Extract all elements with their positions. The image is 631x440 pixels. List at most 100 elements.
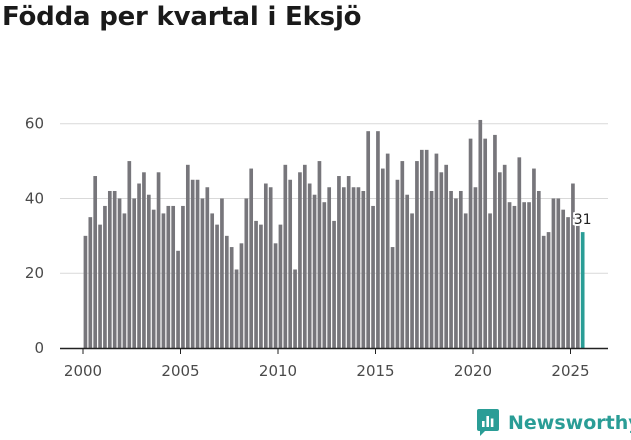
bar: [117, 198, 122, 348]
bar: [522, 202, 527, 348]
bar: [380, 168, 385, 348]
x-tick-label: 2005: [161, 362, 199, 380]
bar: [171, 205, 176, 348]
bar: [366, 131, 371, 348]
bar: [185, 164, 190, 348]
bar: [405, 194, 410, 348]
bar: [200, 198, 205, 348]
bar: [551, 198, 556, 348]
bar: [142, 172, 146, 348]
bar: [278, 224, 283, 348]
bar: [371, 205, 375, 348]
bar: [512, 205, 517, 348]
bar: [156, 172, 161, 348]
bar: [400, 161, 405, 348]
bar: [283, 164, 288, 348]
x-tick-label: 2020: [454, 362, 492, 380]
chart-title: Födda per kvartal i Eksjö: [2, 2, 362, 32]
bar: [351, 187, 356, 348]
bar: [361, 190, 366, 348]
bar: [536, 190, 541, 348]
bar: [146, 194, 151, 348]
bar: [98, 224, 102, 348]
bar: [249, 168, 254, 348]
bar: [254, 220, 258, 348]
bar: [288, 179, 293, 348]
bar: [546, 232, 551, 348]
bar: [317, 161, 322, 348]
bar: [454, 198, 458, 348]
bar: [93, 176, 98, 348]
bar: [298, 172, 302, 348]
bar: [434, 153, 439, 348]
bar: [390, 247, 395, 348]
bar: [195, 179, 200, 348]
brand-name: Newsworthy: [508, 412, 631, 434]
bar: [473, 187, 478, 348]
bar: [302, 164, 307, 348]
data-label: 31: [574, 212, 592, 228]
brand-logo[interactable]: Newsworthy: [476, 406, 631, 440]
bar: [239, 243, 244, 348]
bar: [176, 250, 180, 348]
y-tick-label: 0: [34, 339, 44, 357]
bar: [507, 202, 512, 348]
bar: [83, 235, 88, 348]
bar: [341, 187, 346, 348]
bar: [107, 190, 112, 348]
bar: [215, 224, 219, 348]
bar: [122, 213, 127, 348]
bar: [224, 235, 229, 348]
y-axis: 0 20 40 60: [25, 115, 44, 357]
bar: [478, 119, 483, 348]
bar: [527, 202, 531, 348]
bar: [346, 176, 351, 348]
bar: [263, 183, 268, 348]
bar: [137, 183, 141, 348]
bar: [166, 205, 171, 348]
bar: [161, 213, 166, 348]
bar: [571, 183, 575, 348]
bar: [556, 198, 561, 348]
bar: [439, 172, 444, 348]
bar: [458, 190, 463, 348]
bar: [268, 187, 273, 348]
bar: [337, 176, 341, 348]
bar: [376, 131, 380, 348]
y-tick-label: 60: [25, 115, 44, 133]
bar: [561, 209, 566, 348]
bar: [502, 164, 507, 348]
bar: [327, 187, 332, 348]
x-tick-label: 2000: [64, 362, 102, 380]
x-tick-label: 2025: [551, 362, 589, 380]
bar: [395, 179, 400, 348]
bar: [234, 269, 239, 348]
bar: [132, 198, 137, 348]
bar: [151, 209, 156, 348]
bar: [419, 149, 424, 348]
bar: [259, 224, 263, 348]
x-tick-label: 2010: [259, 362, 297, 380]
bar: [483, 138, 488, 348]
bar: [532, 168, 536, 348]
bar: [410, 213, 414, 348]
bar: [112, 190, 117, 348]
bar: [575, 220, 580, 348]
y-tick-label: 40: [25, 189, 44, 207]
bar: [566, 217, 570, 348]
bar: [127, 161, 132, 348]
bar-highlight: [580, 232, 585, 348]
bar: [497, 172, 502, 348]
data-labels: 31: [572, 210, 594, 230]
y-tick-label: 20: [25, 264, 44, 282]
newsworthy-logo-icon: [477, 409, 499, 436]
bar: [307, 183, 312, 348]
bar: [356, 187, 361, 348]
bar: [181, 205, 185, 348]
x-axis: 2000 2005 2010 2015 2020 2025: [60, 347, 608, 380]
bar: [229, 247, 234, 348]
bar: [244, 198, 249, 348]
bar: [415, 161, 419, 348]
bar: [429, 190, 434, 348]
